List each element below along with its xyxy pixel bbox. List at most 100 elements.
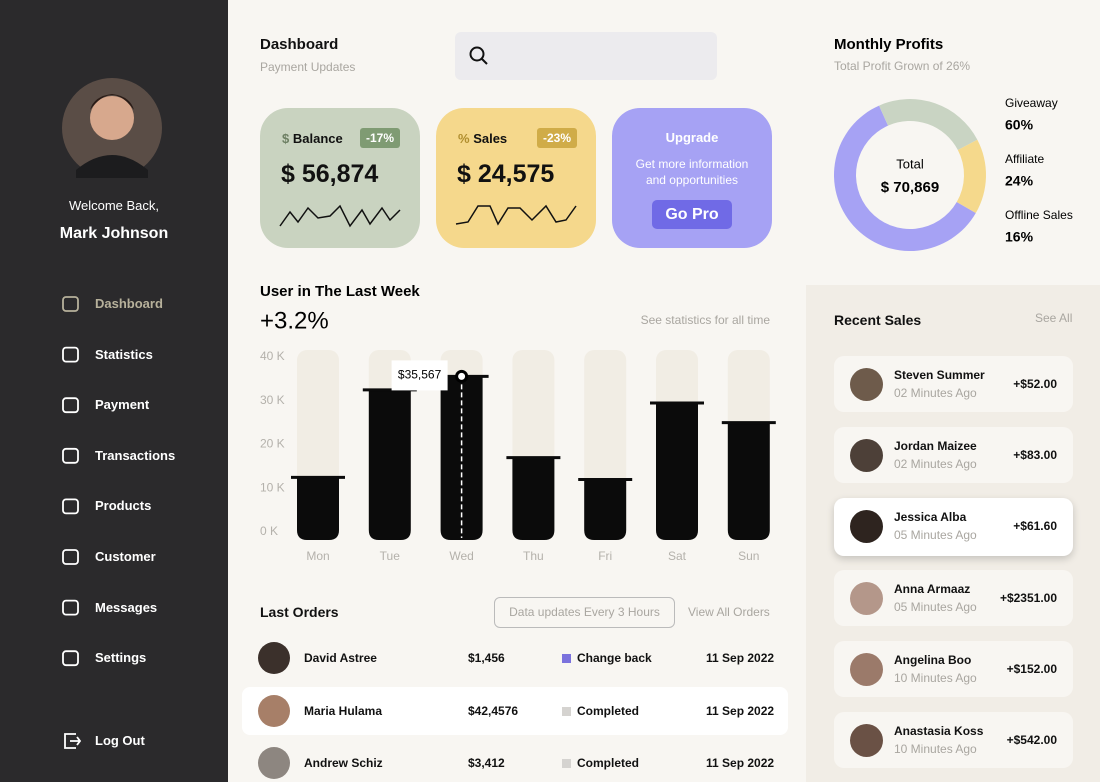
order-date: 11 Sep 2022 bbox=[706, 703, 775, 718]
status-dot bbox=[562, 654, 571, 663]
order-status: Change back bbox=[577, 651, 652, 665]
sparkline bbox=[279, 204, 401, 228]
order-date: 11 Sep 2022 bbox=[706, 651, 775, 665]
menu-item[interactable]: Customer bbox=[95, 549, 156, 564]
go-pro-button[interactable]: Go Pro bbox=[652, 200, 732, 229]
logout-icon bbox=[64, 733, 82, 749]
x-tick-label: Sat bbox=[668, 549, 687, 563]
sale-name: Anna Armaaz bbox=[894, 581, 971, 596]
legend-label: Offline Sales bbox=[1005, 208, 1073, 222]
bar bbox=[297, 477, 339, 540]
sale-time: 10 Minutes Ago bbox=[894, 670, 977, 685]
bar-chart: User in The Last Week +3.2% See statisti… bbox=[260, 283, 776, 563]
search-box[interactable] bbox=[455, 32, 717, 80]
card-label: $ Balance bbox=[282, 131, 343, 146]
tooltip-dot bbox=[455, 369, 469, 383]
recent-sales-panel: Recent Sales See All Steven Summer 02 Min… bbox=[806, 285, 1100, 782]
bar bbox=[368, 389, 411, 540]
menu-icon bbox=[62, 549, 79, 565]
order-amount: $1,456 bbox=[468, 651, 505, 665]
x-tick-label: Wed bbox=[449, 549, 473, 563]
pie-slice bbox=[834, 105, 976, 252]
sales-link[interactable]: See All bbox=[1035, 311, 1073, 325]
pie-chart: Monthly Profits Total Profit Grown of 26… bbox=[834, 36, 1073, 252]
avatar bbox=[850, 581, 883, 615]
order-name: Andrew Schiz bbox=[304, 756, 383, 770]
center-label: Total bbox=[896, 156, 924, 171]
sale-time: 02 Minutes Ago bbox=[894, 457, 977, 472]
menu-item[interactable]: Products bbox=[95, 498, 152, 514]
orders-link[interactable]: View All Orders bbox=[688, 605, 770, 619]
menu-icon bbox=[62, 397, 79, 414]
chart-title: Monthly Profits bbox=[834, 36, 943, 53]
sale-amount: +$61.60 bbox=[1013, 519, 1057, 534]
sale-card[interactable]: Jessica Alba 05 Minutes Ago +$61.60 bbox=[834, 498, 1073, 557]
order-date: 11 Sep 2022 bbox=[706, 756, 775, 770]
sale-card[interactable]: Jordan Maizee 02 Minutes Ago +$83.00 bbox=[834, 427, 1073, 484]
menu-icon bbox=[62, 650, 79, 667]
menu-item[interactable]: Statistics bbox=[95, 346, 153, 362]
y-tick-label: 40 K bbox=[260, 349, 285, 363]
chart-link[interactable]: See statistics for all time bbox=[641, 313, 771, 327]
order-amount: $3,412 bbox=[468, 756, 505, 770]
legend-value: 60% bbox=[1005, 117, 1034, 133]
menu-item[interactable]: Transactions bbox=[95, 447, 176, 463]
pie-slice bbox=[956, 139, 986, 213]
x-tick-label: Fri bbox=[598, 549, 612, 563]
card-badge: -17% bbox=[360, 128, 401, 148]
upgrade-card: Upgrade Get more information and opportu… bbox=[612, 108, 772, 248]
sale-time: 05 Minutes Ago bbox=[894, 528, 977, 543]
bar bbox=[727, 422, 770, 540]
x-tick-label: Tue bbox=[380, 549, 401, 563]
sale-amount: +$83.00 bbox=[1013, 448, 1057, 463]
card-badge: -23% bbox=[537, 128, 578, 148]
orders-title: Last Orders bbox=[260, 604, 339, 620]
order-amount: $42,4576 bbox=[468, 703, 519, 718]
avatar bbox=[258, 642, 290, 674]
center-value: $ 70,869 bbox=[881, 179, 939, 196]
x-tick-label: Thu bbox=[523, 549, 544, 563]
menu-item[interactable]: Dashboard bbox=[95, 296, 163, 311]
menu-icon bbox=[62, 447, 79, 464]
legend-value: 16% bbox=[1005, 229, 1034, 245]
sidebar-art bbox=[62, 78, 162, 749]
sale-card[interactable]: Angelina Boo 10 Minutes Ago +$152.00 bbox=[834, 640, 1073, 697]
card-label-text: Sales bbox=[473, 131, 508, 146]
sale-amount: +$152.00 bbox=[1006, 661, 1057, 676]
x-tick-label: Sun bbox=[738, 549, 759, 563]
menu-item[interactable]: Settings bbox=[95, 650, 147, 666]
menu-icon bbox=[62, 498, 79, 515]
chart-subtitle: Total Profit Grown of 26% bbox=[834, 59, 970, 73]
order-name: Maria Hulama bbox=[304, 703, 383, 718]
sale-amount: +$52.00 bbox=[1013, 377, 1057, 391]
sale-card[interactable]: Steven Summer 02 Minutes Ago +$52.00 bbox=[834, 356, 1073, 412]
chart-change: +3.2% bbox=[260, 307, 329, 334]
sale-card[interactable]: Anna Armaaz 05 Minutes Ago +$2351.00 bbox=[834, 569, 1073, 626]
sale-name: Steven Summer bbox=[894, 368, 985, 382]
balance-card: $ Balance -17% $ 56,874 bbox=[260, 108, 420, 248]
card-label-text: Balance bbox=[292, 131, 343, 146]
logout[interactable]: Log Out bbox=[95, 733, 145, 748]
sale-card[interactable]: Anastasia Koss 10 Minutes Ago +$542.00 bbox=[834, 712, 1073, 768]
menu-item[interactable]: Payment bbox=[95, 397, 150, 413]
update-note: Data updates Every 3 Hours bbox=[494, 597, 675, 628]
legend-value: 24% bbox=[1005, 173, 1034, 189]
menu-icon bbox=[62, 599, 79, 616]
order-status: Completed bbox=[577, 756, 640, 770]
menu-icon bbox=[62, 346, 79, 363]
tooltip-text: $35,567 bbox=[398, 368, 442, 382]
sale-amount: +$542.00 bbox=[1006, 733, 1057, 747]
user-name: Mark Johnson bbox=[59, 225, 169, 242]
sparkline bbox=[455, 204, 577, 226]
menu-item[interactable]: Messages bbox=[95, 599, 158, 615]
sales-title: Recent Sales bbox=[834, 312, 922, 328]
avatar bbox=[258, 694, 290, 727]
pie-slice bbox=[879, 99, 978, 150]
y-tick-label: 30 K bbox=[260, 393, 285, 407]
sidebar: Welcome Back, Mark Johnson Dashboard Stat… bbox=[0, 0, 228, 782]
bar bbox=[656, 402, 698, 540]
welcome: Welcome Back, bbox=[68, 198, 160, 213]
bar bbox=[584, 479, 627, 540]
order-name: David Astree bbox=[304, 651, 377, 665]
avatar bbox=[850, 368, 883, 401]
